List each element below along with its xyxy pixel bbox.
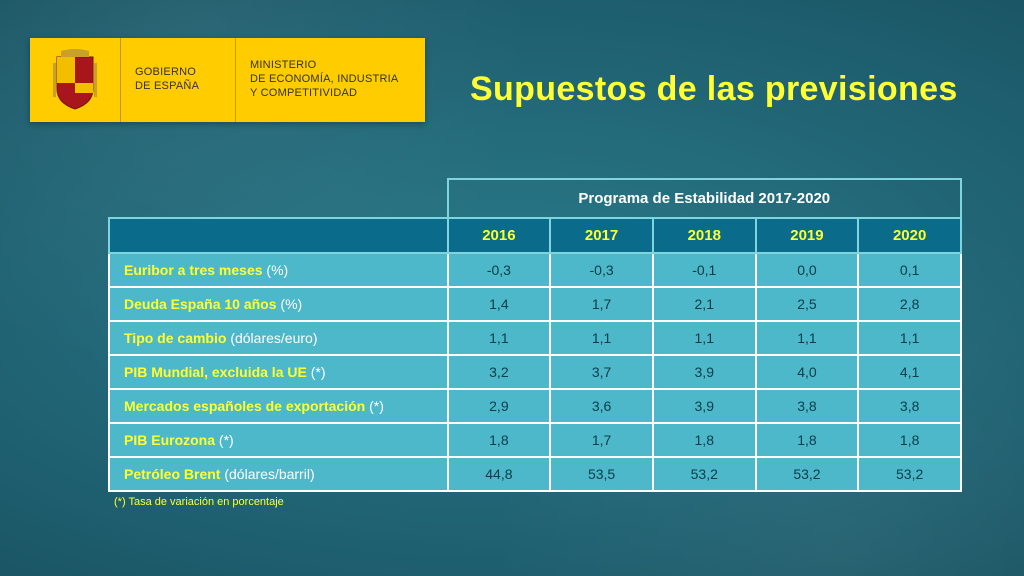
value-cell: 3,9 <box>653 355 756 389</box>
value-cell: 0,1 <box>858 253 961 287</box>
table-row: PIB Eurozona (*)1,81,71,81,81,8 <box>109 423 961 457</box>
value-cell: 3,7 <box>550 355 653 389</box>
value-cell: 2,5 <box>756 287 859 321</box>
value-cell: 3,8 <box>756 389 859 423</box>
min-line1: MINISTERIO <box>250 59 411 73</box>
blank-cell <box>109 179 448 218</box>
table-row: Mercados españoles de exportación (*)2,9… <box>109 389 961 423</box>
table-super-header-row: Programa de Estabilidad 2017-2020 <box>109 179 961 218</box>
value-cell: 2,8 <box>858 287 961 321</box>
table-row: Euribor a tres meses (%)-0,3-0,3-0,10,00… <box>109 253 961 287</box>
value-cell: 53,2 <box>653 457 756 491</box>
row-label: PIB Eurozona (*) <box>109 423 448 457</box>
row-label: PIB Mundial, excluida la UE (*) <box>109 355 448 389</box>
value-cell: 0,0 <box>756 253 859 287</box>
table-row: Tipo de cambio (dólares/euro)1,11,11,11,… <box>109 321 961 355</box>
value-cell: 3,8 <box>858 389 961 423</box>
gov-banner: GOBIERNO DE ESPAÑA MINISTERIO DE ECONOMÍ… <box>30 38 425 122</box>
table-row: Deuda España 10 años (%)1,41,72,12,52,8 <box>109 287 961 321</box>
coat-of-arms-icon <box>30 38 120 122</box>
min-line2: DE ECONOMÍA, INDUSTRIA <box>250 73 411 87</box>
row-label: Mercados españoles de exportación (*) <box>109 389 448 423</box>
value-cell: 53,2 <box>756 457 859 491</box>
row-label: Euribor a tres meses (%) <box>109 253 448 287</box>
value-cell: 53,2 <box>858 457 961 491</box>
value-cell: 1,1 <box>653 321 756 355</box>
slide-title: Supuestos de las previsiones <box>470 70 958 109</box>
year-cell: 2020 <box>858 218 961 253</box>
value-cell: 1,1 <box>756 321 859 355</box>
value-cell: 4,0 <box>756 355 859 389</box>
year-cell: 2016 <box>448 218 551 253</box>
table-footnote: (*) Tasa de variación en porcentaje <box>108 492 962 508</box>
table-year-row: 2016 2017 2018 2019 2020 <box>109 218 961 253</box>
gov-line2: DE ESPAÑA <box>135 80 221 94</box>
year-cell: 2018 <box>653 218 756 253</box>
value-cell: 53,5 <box>550 457 653 491</box>
value-cell: 1,7 <box>550 287 653 321</box>
year-cell: 2019 <box>756 218 859 253</box>
value-cell: 1,1 <box>858 321 961 355</box>
value-cell: 3,6 <box>550 389 653 423</box>
blank-dark-cell <box>109 218 448 253</box>
value-cell: 1,4 <box>448 287 551 321</box>
value-cell: 2,9 <box>448 389 551 423</box>
super-header-cell: Programa de Estabilidad 2017-2020 <box>448 179 961 218</box>
value-cell: 3,2 <box>448 355 551 389</box>
row-label: Tipo de cambio (dólares/euro) <box>109 321 448 355</box>
value-cell: 1,7 <box>550 423 653 457</box>
value-cell: 1,8 <box>756 423 859 457</box>
value-cell: -0,3 <box>550 253 653 287</box>
value-cell: 1,8 <box>653 423 756 457</box>
value-cell: 2,1 <box>653 287 756 321</box>
min-line3: Y COMPETITIVIDAD <box>250 87 411 101</box>
gov-line1: GOBIERNO <box>135 66 221 80</box>
row-label: Petróleo Brent (dólares/barril) <box>109 457 448 491</box>
value-cell: 1,8 <box>448 423 551 457</box>
value-cell: 4,1 <box>858 355 961 389</box>
row-label: Deuda España 10 años (%) <box>109 287 448 321</box>
value-cell: -0,3 <box>448 253 551 287</box>
ministry-text: MINISTERIO DE ECONOMÍA, INDUSTRIA Y COMP… <box>235 38 425 122</box>
year-cell: 2017 <box>550 218 653 253</box>
forecast-table: Programa de Estabilidad 2017-2020 2016 2… <box>108 178 962 508</box>
table-row: Petróleo Brent (dólares/barril)44,853,55… <box>109 457 961 491</box>
value-cell: -0,1 <box>653 253 756 287</box>
gov-text: GOBIERNO DE ESPAÑA <box>120 38 235 122</box>
value-cell: 3,9 <box>653 389 756 423</box>
value-cell: 1,8 <box>858 423 961 457</box>
value-cell: 1,1 <box>448 321 551 355</box>
value-cell: 44,8 <box>448 457 551 491</box>
value-cell: 1,1 <box>550 321 653 355</box>
table-row: PIB Mundial, excluida la UE (*)3,23,73,9… <box>109 355 961 389</box>
